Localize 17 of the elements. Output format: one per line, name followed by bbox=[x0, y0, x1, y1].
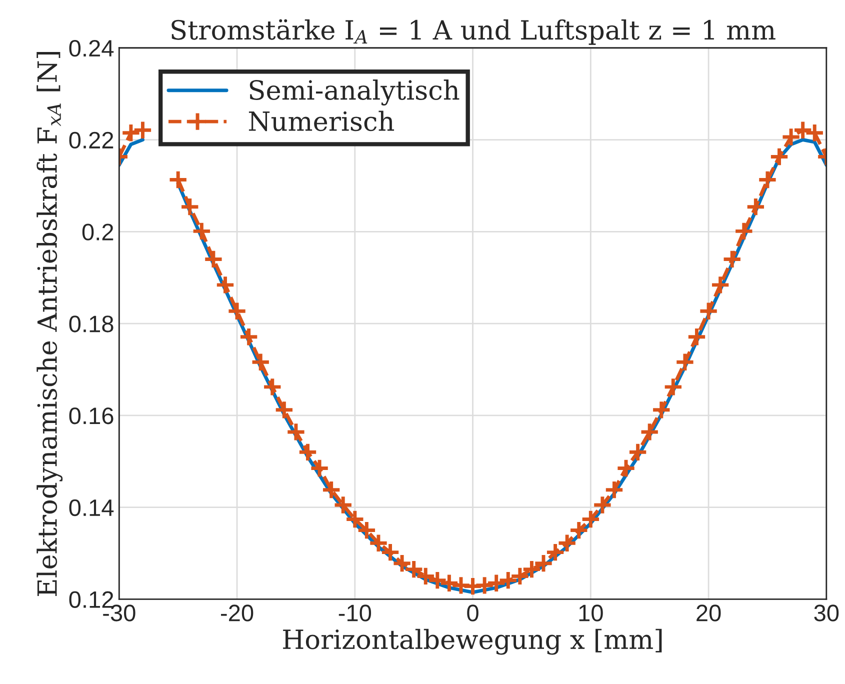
x-tick-label: 10 bbox=[579, 604, 603, 622]
y-tick-label: 0.14 bbox=[69, 499, 114, 516]
y-axis-title: Elektrodynamische Antriebskraft F$_{xA}$ [N] bbox=[36, 52, 63, 596]
y-tick-label: 0.22 bbox=[69, 132, 114, 149]
legend-label: Numerisch bbox=[248, 110, 394, 132]
y-tick-label: 0.16 bbox=[69, 407, 114, 424]
y-tick-label: 0.2 bbox=[82, 224, 114, 240]
chart-title: Stromstärke I$_{A}$ = 1 A und Luftspalt z = 1 mm bbox=[172, 19, 776, 45]
x-tick-label: -10 bbox=[338, 604, 372, 622]
x-tick-label: 0 bbox=[467, 604, 478, 622]
x-tick-label: -20 bbox=[221, 604, 254, 622]
x-axis-title: Horizontalbewegung x [mm] bbox=[283, 628, 662, 655]
y-tick-label: 0.18 bbox=[69, 316, 114, 332]
legend-label: Semi-analytisch bbox=[250, 80, 460, 106]
x-tick-label: 30 bbox=[814, 604, 839, 622]
y-tick-label: 0.24 bbox=[69, 40, 114, 57]
x-tick-label: 20 bbox=[696, 604, 721, 622]
